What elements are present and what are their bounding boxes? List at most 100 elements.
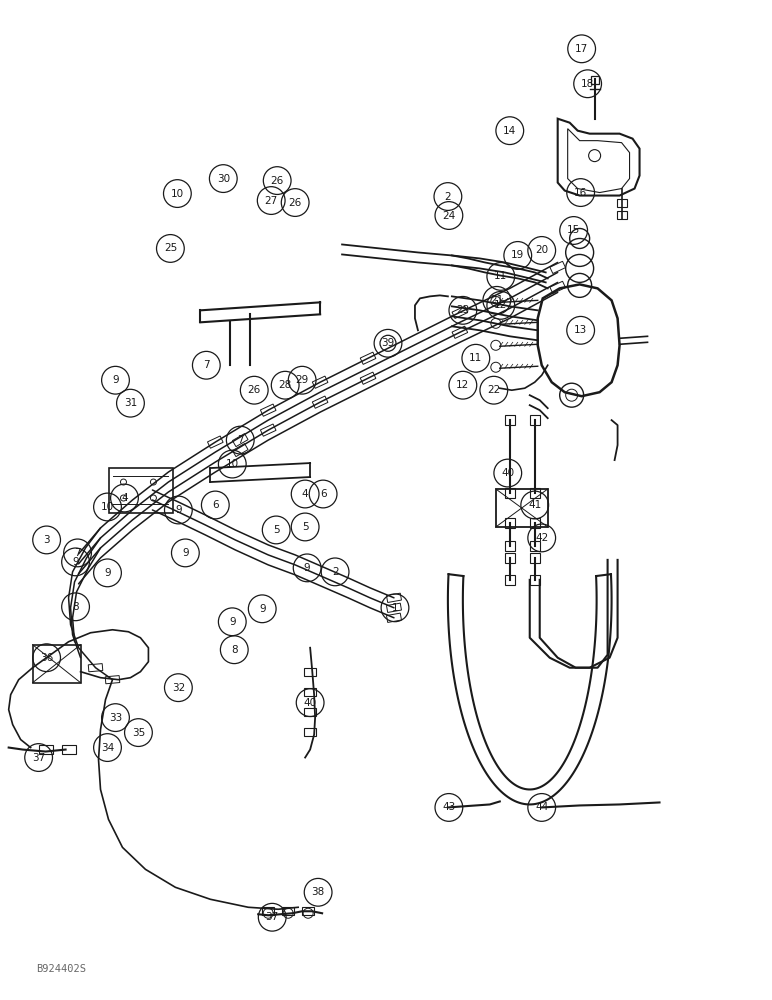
Text: 4: 4 [121,493,128,503]
Text: 8: 8 [73,602,79,612]
Text: 40: 40 [303,698,317,708]
Text: 42: 42 [535,533,548,543]
Bar [505,518,515,528]
Bar [530,541,540,551]
Text: 9: 9 [73,557,79,567]
Bar [505,488,515,498]
Text: 26: 26 [248,385,261,395]
Bar [232,434,248,447]
Bar [304,688,316,696]
Text: 30: 30 [217,174,230,184]
Bar [617,199,627,207]
Bar [591,76,598,84]
Text: 16: 16 [574,188,587,198]
Text: 9: 9 [104,568,111,578]
Bar [260,424,276,436]
Text: 37: 37 [266,912,279,922]
Bar [304,708,316,716]
Text: 26: 26 [270,176,284,186]
Text: 17: 17 [575,44,588,54]
Bar [260,404,276,416]
Text: 35: 35 [132,728,145,738]
Text: 11: 11 [469,353,482,363]
Text: 7: 7 [203,360,210,370]
Text: 6: 6 [320,489,327,499]
Text: 38: 38 [311,887,325,897]
Text: 5: 5 [302,522,309,532]
Text: 44: 44 [535,802,548,812]
Bar [496,489,547,527]
Bar [304,668,316,676]
Bar [313,376,328,388]
Text: 3: 3 [43,535,50,545]
Text: 27: 27 [265,196,278,206]
Text: 20: 20 [535,245,548,255]
Text: 2: 2 [332,567,338,577]
Text: 5: 5 [273,525,279,535]
Bar [530,553,540,563]
Text: 14: 14 [503,126,516,136]
Text: 9: 9 [259,604,266,614]
Bar [505,575,515,585]
Text: B924402S: B924402S [36,964,86,974]
Text: 9: 9 [175,505,181,515]
Bar [208,436,223,448]
Bar [550,281,566,294]
Bar [105,676,120,684]
Text: 33: 33 [109,713,122,723]
Bar [62,745,76,754]
Text: 37: 37 [32,753,46,763]
Bar [361,352,376,364]
Text: 22: 22 [487,385,500,395]
Text: 9: 9 [112,375,119,385]
Text: 31: 31 [124,398,137,408]
Text: 43: 43 [442,802,455,812]
Text: 28: 28 [279,380,292,390]
Text: 19: 19 [511,250,524,260]
Bar [32,645,80,683]
Text: 12: 12 [456,380,469,390]
Text: 6: 6 [212,500,218,510]
Bar [452,306,468,318]
Text: 21: 21 [490,295,503,305]
Text: 23: 23 [456,305,469,315]
Text: 26: 26 [289,198,302,208]
Text: 9: 9 [304,563,310,573]
Bar [387,603,401,612]
Text: 10: 10 [171,189,184,199]
Text: 11: 11 [494,271,507,281]
Bar [550,261,566,274]
Bar [304,728,316,736]
Text: 34: 34 [101,743,114,753]
Text: 36: 36 [40,653,53,663]
Text: 25: 25 [164,243,177,253]
Text: 1: 1 [391,603,398,613]
Text: 9: 9 [229,617,235,627]
Text: 10: 10 [101,502,114,512]
Text: 24: 24 [442,211,455,221]
Text: 13: 13 [574,325,587,335]
Text: 9: 9 [182,548,188,558]
Bar [232,444,248,457]
Bar [302,907,314,915]
Bar [387,613,401,622]
Bar [505,541,515,551]
Text: 40: 40 [501,468,514,478]
Text: 18: 18 [581,79,594,89]
Bar [283,907,294,915]
Bar [530,415,540,425]
Text: 10: 10 [225,459,239,469]
Bar [262,907,274,915]
Text: 4: 4 [302,489,309,499]
Bar [505,415,515,425]
Bar [387,593,401,602]
Bar [39,745,52,754]
Bar [530,488,540,498]
Bar [313,396,328,408]
Text: 41: 41 [528,500,541,510]
Text: 7: 7 [74,548,81,558]
Text: 32: 32 [171,683,185,693]
Bar [530,575,540,585]
Text: 7: 7 [237,435,244,445]
Text: 15: 15 [567,225,581,235]
